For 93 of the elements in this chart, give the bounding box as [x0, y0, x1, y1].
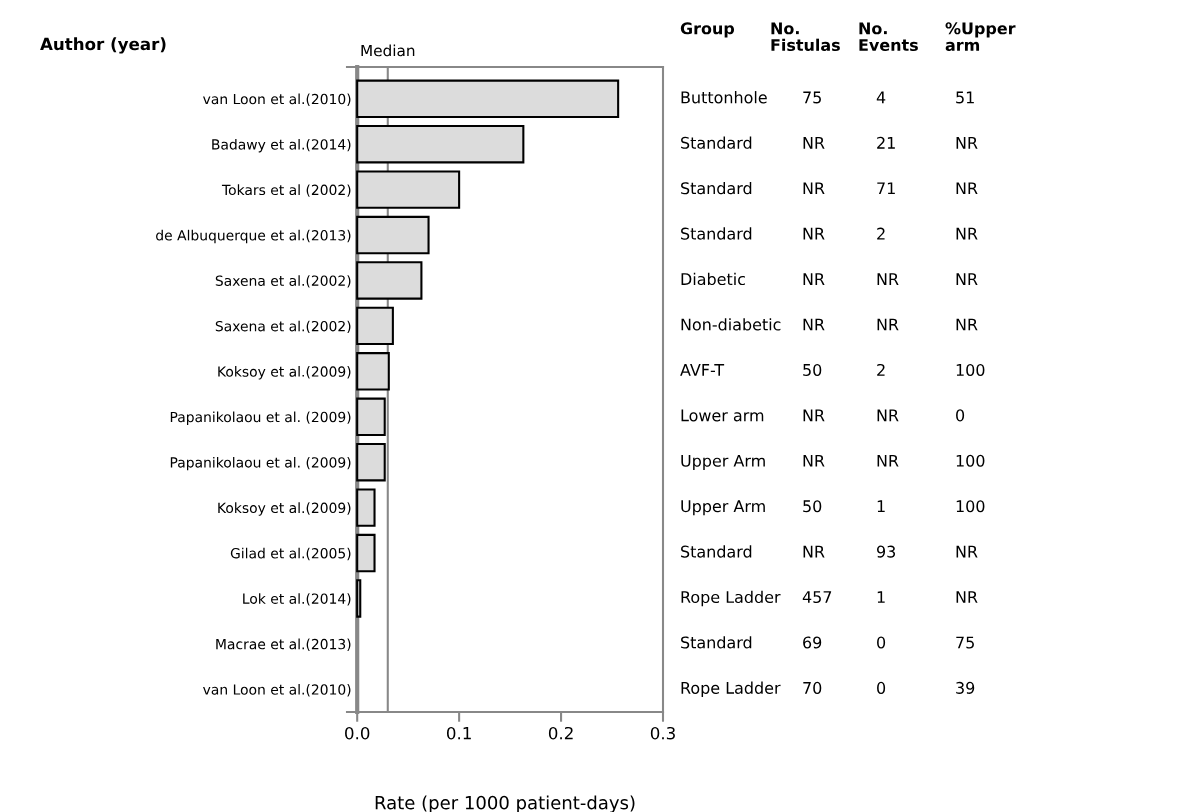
bar	[356, 170, 461, 209]
text: NR	[803, 136, 825, 149]
text: Standard	[681, 545, 752, 558]
text: 2	[877, 363, 885, 376]
text: Lower arm	[681, 409, 764, 422]
text: AVF-T	[680, 364, 725, 376]
y-tick-label: Saxena et al.(2002)	[215, 320, 351, 334]
text: 71	[877, 182, 895, 195]
text: 70	[803, 681, 822, 694]
text: 39	[956, 681, 975, 694]
text: 4	[876, 91, 886, 104]
y-tick-label: Gilad et al.(2005)	[230, 547, 351, 561]
text: NR	[803, 545, 825, 558]
text: NR	[803, 273, 825, 285]
text: 1	[877, 591, 885, 603]
text: 100	[956, 500, 985, 513]
text: NR	[803, 182, 825, 195]
text: 50	[803, 363, 822, 376]
bar	[356, 79, 620, 118]
text: No. Fistulas	[771, 22, 840, 52]
y-tick-label: Saxena et al.(2002)	[215, 275, 351, 288]
y-tick-label: van Loon et al.(2010)	[203, 93, 351, 106]
text: Standard	[681, 136, 752, 149]
y-tick-label: Macrae et al.(2013)	[216, 638, 351, 651]
text: NR	[956, 182, 978, 195]
text: Rope Ladder	[681, 681, 781, 698]
y-tick-label: Badawy et al.(2014)	[212, 138, 351, 153]
text: Standard	[681, 181, 752, 195]
text: Standard	[681, 227, 752, 240]
text: NR	[877, 409, 899, 422]
text: 0	[877, 636, 886, 649]
y-tick-label: Koksoy et al.(2009)	[218, 502, 351, 516]
text: NR	[877, 318, 899, 331]
text: 51	[956, 91, 974, 104]
y-tick-label: de Albuquerque et al.(2013)	[156, 229, 351, 244]
y-tick-label: Tokars et al (2002)	[221, 184, 351, 197]
text: NR	[956, 227, 978, 240]
x-axis-title: Rate (per 1000 patient-days)	[375, 795, 635, 812]
text: Buttonhole	[681, 91, 767, 104]
text: 100	[956, 363, 985, 376]
bar	[356, 306, 394, 346]
x-tick-label: 0.1	[446, 726, 471, 740]
bar	[356, 488, 376, 527]
text: NR	[803, 227, 825, 240]
text: NR	[803, 409, 825, 422]
text: 21	[877, 136, 895, 149]
text: NR	[877, 454, 899, 467]
bar	[356, 442, 386, 482]
bar	[356, 579, 362, 618]
bar	[356, 533, 376, 573]
y-tick-label: van Loon et al.(2010)	[203, 684, 351, 697]
bar	[356, 125, 525, 164]
text: 93	[877, 545, 896, 558]
text: No. Events	[859, 22, 918, 52]
text: 2	[877, 227, 885, 240]
text: NR	[803, 318, 825, 331]
text: 50	[803, 500, 822, 513]
text: 457	[802, 591, 832, 604]
y-tick-label: Lok et al.(2014)	[243, 593, 351, 606]
x-tick-label: 0.0	[345, 726, 370, 740]
text: NR	[956, 545, 978, 558]
text: Standard	[681, 636, 752, 649]
text: NR	[956, 273, 978, 285]
text: NR	[956, 318, 978, 331]
text: Non-diabetic	[681, 318, 781, 331]
y-tick-label: Papanikolaou et al. (2009)	[170, 411, 351, 425]
y-tick-label: Koksoy et al.(2009)	[218, 366, 351, 380]
text: NR	[877, 273, 899, 285]
text: 1	[877, 500, 885, 513]
text: %Upper arm	[945, 22, 1016, 52]
x-tick-label: 0.3	[650, 726, 675, 740]
text: 0	[877, 681, 886, 694]
bar	[356, 397, 386, 436]
text: 100	[956, 454, 985, 467]
text: NR	[956, 591, 978, 603]
y-axis-title: Author (year)	[40, 37, 166, 54]
ref-line-label: Median	[361, 44, 415, 57]
text: Upper Arm	[681, 454, 765, 470]
text: Diabetic	[681, 272, 745, 286]
text: Upper Arm	[681, 500, 765, 516]
text: 75	[956, 636, 974, 649]
text: NR	[956, 136, 978, 149]
x-tick-label: 0.2	[548, 726, 573, 740]
bar	[356, 215, 430, 255]
text: 69	[803, 636, 822, 649]
y-tick-label: Papanikolaou et al. (2009)	[170, 456, 351, 471]
text: 75	[803, 91, 821, 104]
text: NR	[803, 454, 825, 467]
text: Rope Ladder	[681, 590, 781, 607]
text: Group	[680, 22, 735, 38]
bar	[356, 352, 390, 391]
text: 0	[956, 409, 965, 422]
bar	[356, 261, 423, 300]
